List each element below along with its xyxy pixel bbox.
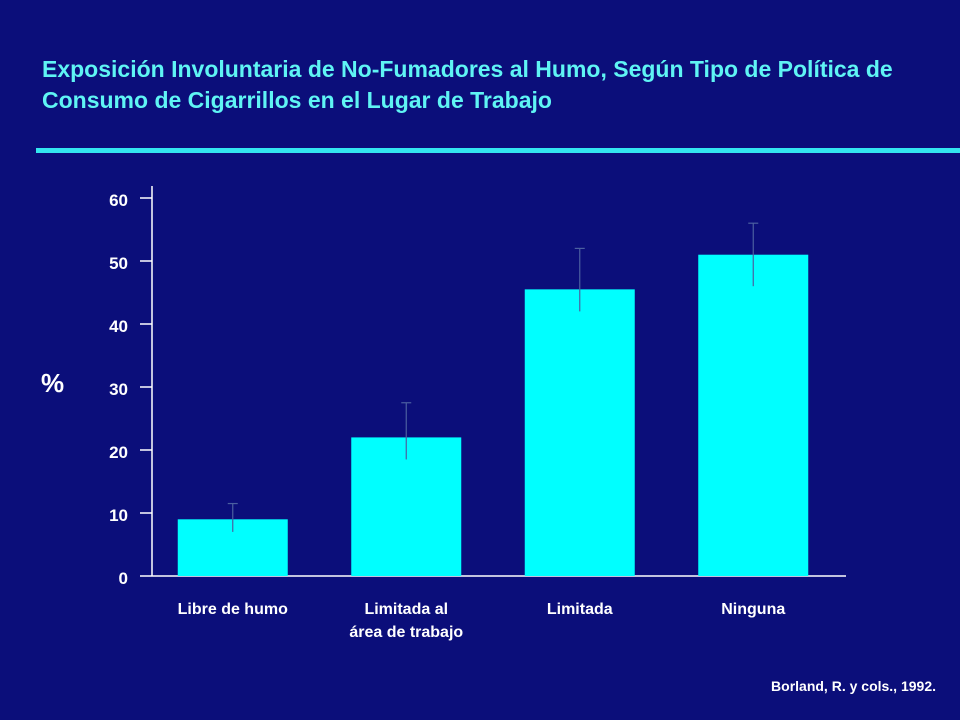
y-tick-label: 10 <box>109 506 128 525</box>
x-tick-label: Limitada <box>546 601 613 618</box>
bar <box>524 289 635 576</box>
title-divider <box>36 148 960 153</box>
y-tick-label: 60 <box>109 191 128 210</box>
y-tick-label: 40 <box>109 317 128 336</box>
x-tick-label: Limitada al área de trabajo <box>349 601 464 641</box>
bar <box>351 437 462 576</box>
bar <box>698 254 809 576</box>
x-tick-label: Libre de humo <box>177 601 288 618</box>
x-tick-label: Ninguna <box>721 601 786 618</box>
y-tick-label: 0 <box>119 569 128 588</box>
chart-title: Exposición Involuntaria de No-Fumadores … <box>42 56 893 113</box>
y-tick-label: 30 <box>109 380 128 399</box>
y-axis-label: % <box>41 368 65 398</box>
source-citation: Borland, R. y cols., 1992. <box>771 678 936 694</box>
y-tick-label: 20 <box>109 443 128 462</box>
y-tick-label: 50 <box>109 254 128 273</box>
